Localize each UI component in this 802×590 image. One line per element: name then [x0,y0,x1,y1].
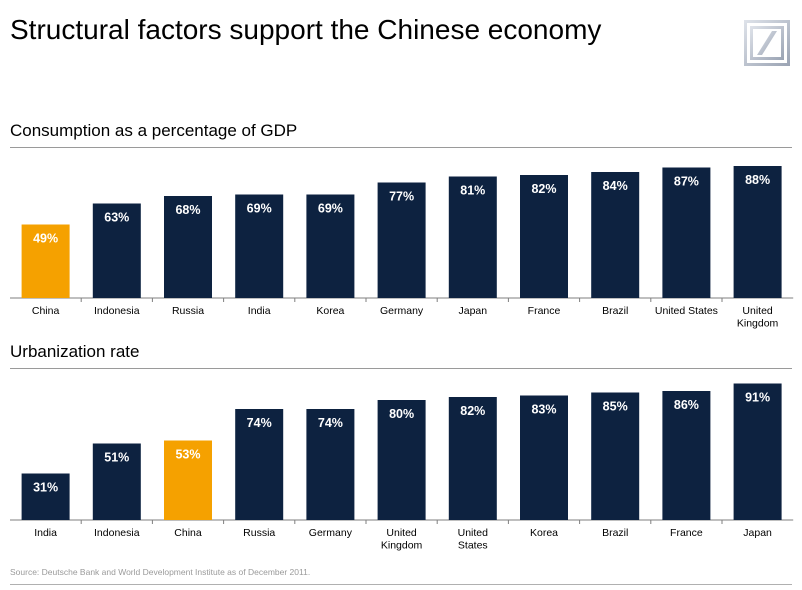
bar-brazil [591,392,640,520]
bar-india [21,473,70,520]
value-label: 88% [745,173,770,187]
category-label: Brazil [602,527,628,539]
value-label: 77% [389,190,414,204]
category-label: Indonesia [94,305,140,317]
bar-russia [235,409,284,520]
bar-france [520,175,568,298]
value-label: 63% [104,211,129,225]
bar-china [21,224,70,298]
bottom-rule [10,584,792,585]
bar-russia [164,196,212,298]
category-label: China [174,527,202,539]
bar-china [164,440,212,520]
category-label: Russia [243,527,275,539]
bar-japan [733,383,782,520]
bar-japan [448,176,497,298]
bar-india [235,194,284,298]
bar-france [662,391,711,520]
category-label: Russia [172,305,204,317]
value-label: 87% [674,175,699,189]
value-label: 91% [745,391,770,405]
value-label: 69% [318,202,343,216]
bar-indonesia [92,203,141,298]
value-label: 49% [33,232,58,246]
urbanization-chart: 31% India 51% Indonesia 53% China 74% Russia 74%… [10,383,794,552]
deutsche-bank-logo-icon [744,20,790,66]
category-label: France [528,305,561,317]
bar-brazil [591,172,640,298]
value-label: 51% [104,451,129,465]
category-label: United States [655,305,718,317]
value-label: 74% [318,416,343,430]
category-label: Korea [316,305,344,317]
bar-united-kingdom [733,166,782,298]
value-label: 86% [674,398,699,412]
bar-united-states [448,397,497,520]
category-label: United Kingdom [381,527,423,552]
value-label: 81% [460,184,485,198]
category-label: India [248,305,271,317]
category-label: Brazil [602,305,628,317]
value-label: 68% [175,203,200,217]
category-label: Japan [743,527,772,539]
value-label: 82% [460,404,485,418]
category-label: Germany [380,305,424,317]
category-label: Indonesia [94,527,140,539]
value-label: 82% [531,182,556,196]
source-note: Source: Deutsche Bank and World Developm… [10,567,311,577]
category-label: United States [458,527,489,552]
consumption-chart: 49% China 63% Indonesia 68% Russia 69% India 69%… [10,166,794,330]
value-label: 31% [33,481,58,495]
value-label: 53% [175,448,200,462]
bar-united-states [662,167,711,298]
value-label: 74% [247,416,272,430]
bar-germany [306,409,355,520]
urbanization-chart-title: Urbanization rate [10,342,140,361]
bar-germany [377,182,426,298]
category-label: India [34,527,57,539]
category-label: Korea [530,527,558,539]
category-label: Germany [309,527,353,539]
value-label: 80% [389,407,414,421]
value-label: 83% [531,403,556,417]
bar-korea [520,395,568,520]
category-label: Japan [458,305,487,317]
value-label: 69% [247,202,272,216]
category-label: United Kingdom [737,305,779,330]
value-label: 85% [603,400,628,414]
category-label: China [32,305,60,317]
bar-united-kingdom [377,400,426,520]
bar-korea [306,194,355,298]
category-label: France [670,527,703,539]
consumption-chart-top-rule [10,147,792,148]
page-title: Structural factors support the Chinese e… [10,14,602,45]
bar-indonesia [92,443,141,520]
consumption-chart-title: Consumption as a percentage of GDP [10,121,298,140]
urbanization-chart-top-rule [10,368,792,369]
value-label: 84% [603,179,628,193]
